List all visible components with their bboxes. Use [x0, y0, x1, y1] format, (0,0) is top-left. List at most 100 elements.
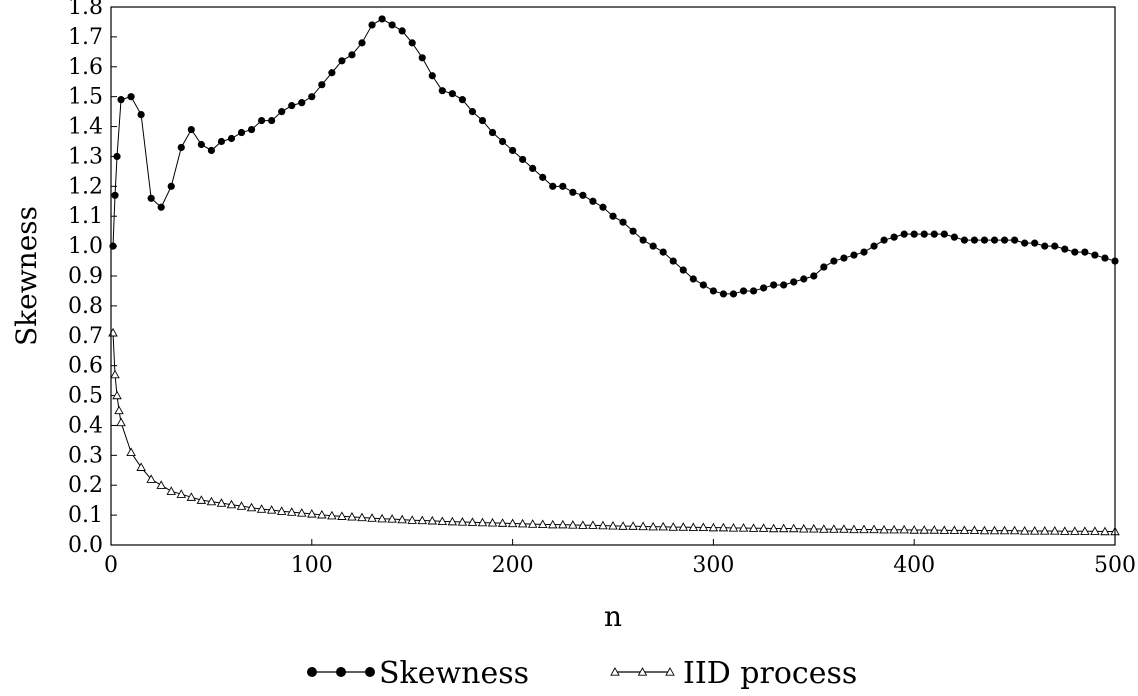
data-point — [778, 523, 789, 533]
data-point — [608, 520, 618, 530]
data-point — [949, 525, 960, 535]
data-point — [347, 511, 357, 521]
data-point — [979, 525, 990, 535]
x-tick-label: 500 — [1094, 553, 1136, 578]
data-point — [639, 236, 647, 244]
data-point — [338, 57, 346, 65]
data-point — [187, 125, 195, 134]
data-point — [999, 525, 1010, 535]
data-point — [629, 227, 637, 235]
data-point — [770, 281, 778, 289]
data-point — [800, 275, 808, 283]
data-point — [668, 522, 679, 531]
data-point — [889, 524, 899, 534]
data-point — [1101, 254, 1109, 262]
data-point — [117, 96, 125, 104]
data-point — [388, 21, 396, 29]
data-point — [177, 143, 185, 152]
data-point — [387, 514, 397, 523]
y-tick-label: 0.8 — [68, 294, 103, 319]
data-point — [798, 523, 809, 533]
data-point — [809, 523, 819, 533]
legend-iid-label: IID process — [683, 656, 857, 691]
x-tick-label: 400 — [893, 553, 935, 578]
x-axis-ticks: 0 100 200 300 400 500 — [104, 539, 1136, 578]
y-tick-label: 1.5 — [68, 85, 103, 110]
data-point — [357, 512, 367, 522]
data-point — [1100, 526, 1110, 536]
data-point — [288, 102, 296, 110]
data-point — [910, 230, 918, 238]
data-point — [1049, 526, 1060, 535]
data-point — [788, 523, 799, 533]
data-point — [708, 522, 719, 532]
data-point — [939, 525, 950, 535]
plot-series — [108, 15, 1120, 536]
data-point — [1009, 525, 1020, 535]
data-point — [549, 182, 557, 190]
data-point — [507, 518, 518, 528]
data-point — [589, 197, 597, 205]
data-point — [699, 281, 707, 289]
data-point — [286, 507, 297, 516]
series-line — [112, 332, 1115, 533]
data-point — [1071, 248, 1079, 256]
data-point — [276, 506, 287, 515]
data-point — [638, 521, 648, 531]
x-tick-label: 200 — [492, 553, 534, 578]
data-point — [900, 230, 908, 238]
data-point — [113, 152, 121, 161]
data-point — [407, 515, 417, 524]
data-point — [488, 128, 497, 137]
data-point — [739, 287, 748, 295]
data-point — [679, 266, 687, 274]
data-point — [1039, 526, 1050, 535]
data-point — [920, 230, 928, 238]
data-point — [859, 524, 869, 534]
data-point — [467, 517, 478, 526]
data-point — [598, 520, 608, 530]
data-point — [930, 230, 938, 238]
data-point — [559, 182, 567, 190]
legend-marker — [637, 667, 648, 676]
data-point — [256, 504, 267, 513]
data-point — [236, 501, 247, 510]
data-point — [206, 496, 217, 506]
data-point — [1051, 242, 1059, 250]
data-point — [308, 93, 316, 101]
data-point — [689, 275, 697, 283]
data-point — [698, 522, 709, 532]
data-point — [718, 522, 729, 532]
data-point — [527, 519, 538, 528]
data-point — [588, 520, 598, 529]
data-point — [427, 515, 438, 525]
data-point — [247, 125, 256, 134]
data-point — [969, 525, 980, 535]
data-point — [659, 248, 667, 256]
data-point — [457, 517, 468, 526]
y-tick-label: 0.5 — [68, 384, 103, 409]
data-point — [758, 523, 769, 532]
data-point — [1021, 239, 1029, 247]
data-point — [368, 21, 376, 29]
x-tick-label: 0 — [104, 553, 118, 578]
data-point — [810, 272, 818, 280]
data-point — [337, 511, 347, 520]
data-point — [328, 69, 336, 77]
legend-skewness-label: Skewness — [379, 656, 529, 691]
data-point — [1060, 526, 1070, 535]
y-tick-label: 0.0 — [68, 533, 103, 558]
data-point — [157, 203, 165, 211]
y-tick-label: 0.9 — [68, 264, 103, 289]
data-point — [176, 489, 187, 498]
data-point — [398, 27, 406, 35]
data-point — [1019, 526, 1030, 535]
data-point — [628, 521, 638, 530]
data-point — [929, 525, 940, 534]
x-axis-title: n — [604, 600, 622, 633]
data-point — [1029, 526, 1040, 535]
legend-iid-symbol — [610, 667, 675, 676]
data-point — [649, 242, 657, 250]
data-point — [448, 90, 456, 98]
data-point — [217, 137, 226, 146]
